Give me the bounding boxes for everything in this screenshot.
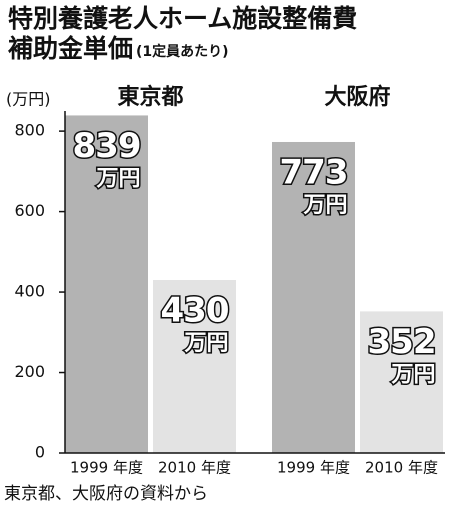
data-label: 773	[280, 152, 348, 192]
y-tick-label: 400	[14, 282, 45, 301]
chart-title-line2: 補助金単価	[7, 34, 133, 63]
bar	[65, 115, 148, 454]
bar	[153, 279, 236, 453]
source: 東京都、大阪府の資料から	[4, 484, 208, 504]
chart-title: 特別養護老人ホーム施設整備費	[8, 4, 357, 33]
data-label-unit: 万円	[183, 331, 228, 356]
bar	[360, 311, 443, 453]
chart-subtitle: (1定員あたり)	[136, 43, 229, 60]
x-tick-label: 2010 年度	[365, 459, 438, 477]
y-tick-label: 200	[14, 362, 45, 381]
bar	[272, 141, 355, 453]
group-label: 東京都	[117, 84, 183, 110]
group-label: 大阪府	[324, 84, 390, 110]
y-tick-label: 0	[35, 443, 45, 462]
x-tick-label: 1999 年度	[277, 459, 350, 477]
data-label-unit: 万円	[390, 362, 435, 387]
data-label: 839	[73, 126, 141, 166]
y-tick-label: 800	[14, 121, 45, 140]
y-axis-label: (万円)	[6, 90, 51, 109]
x-tick-label: 1999 年度	[70, 459, 143, 477]
data-label: 352	[368, 322, 436, 362]
y-tick-label: 600	[14, 201, 45, 220]
x-tick-label: 2010 年度	[158, 459, 231, 477]
data-label: 430	[161, 290, 229, 330]
data-label-unit: 万円	[302, 193, 347, 218]
data-label-unit: 万円	[95, 166, 140, 191]
